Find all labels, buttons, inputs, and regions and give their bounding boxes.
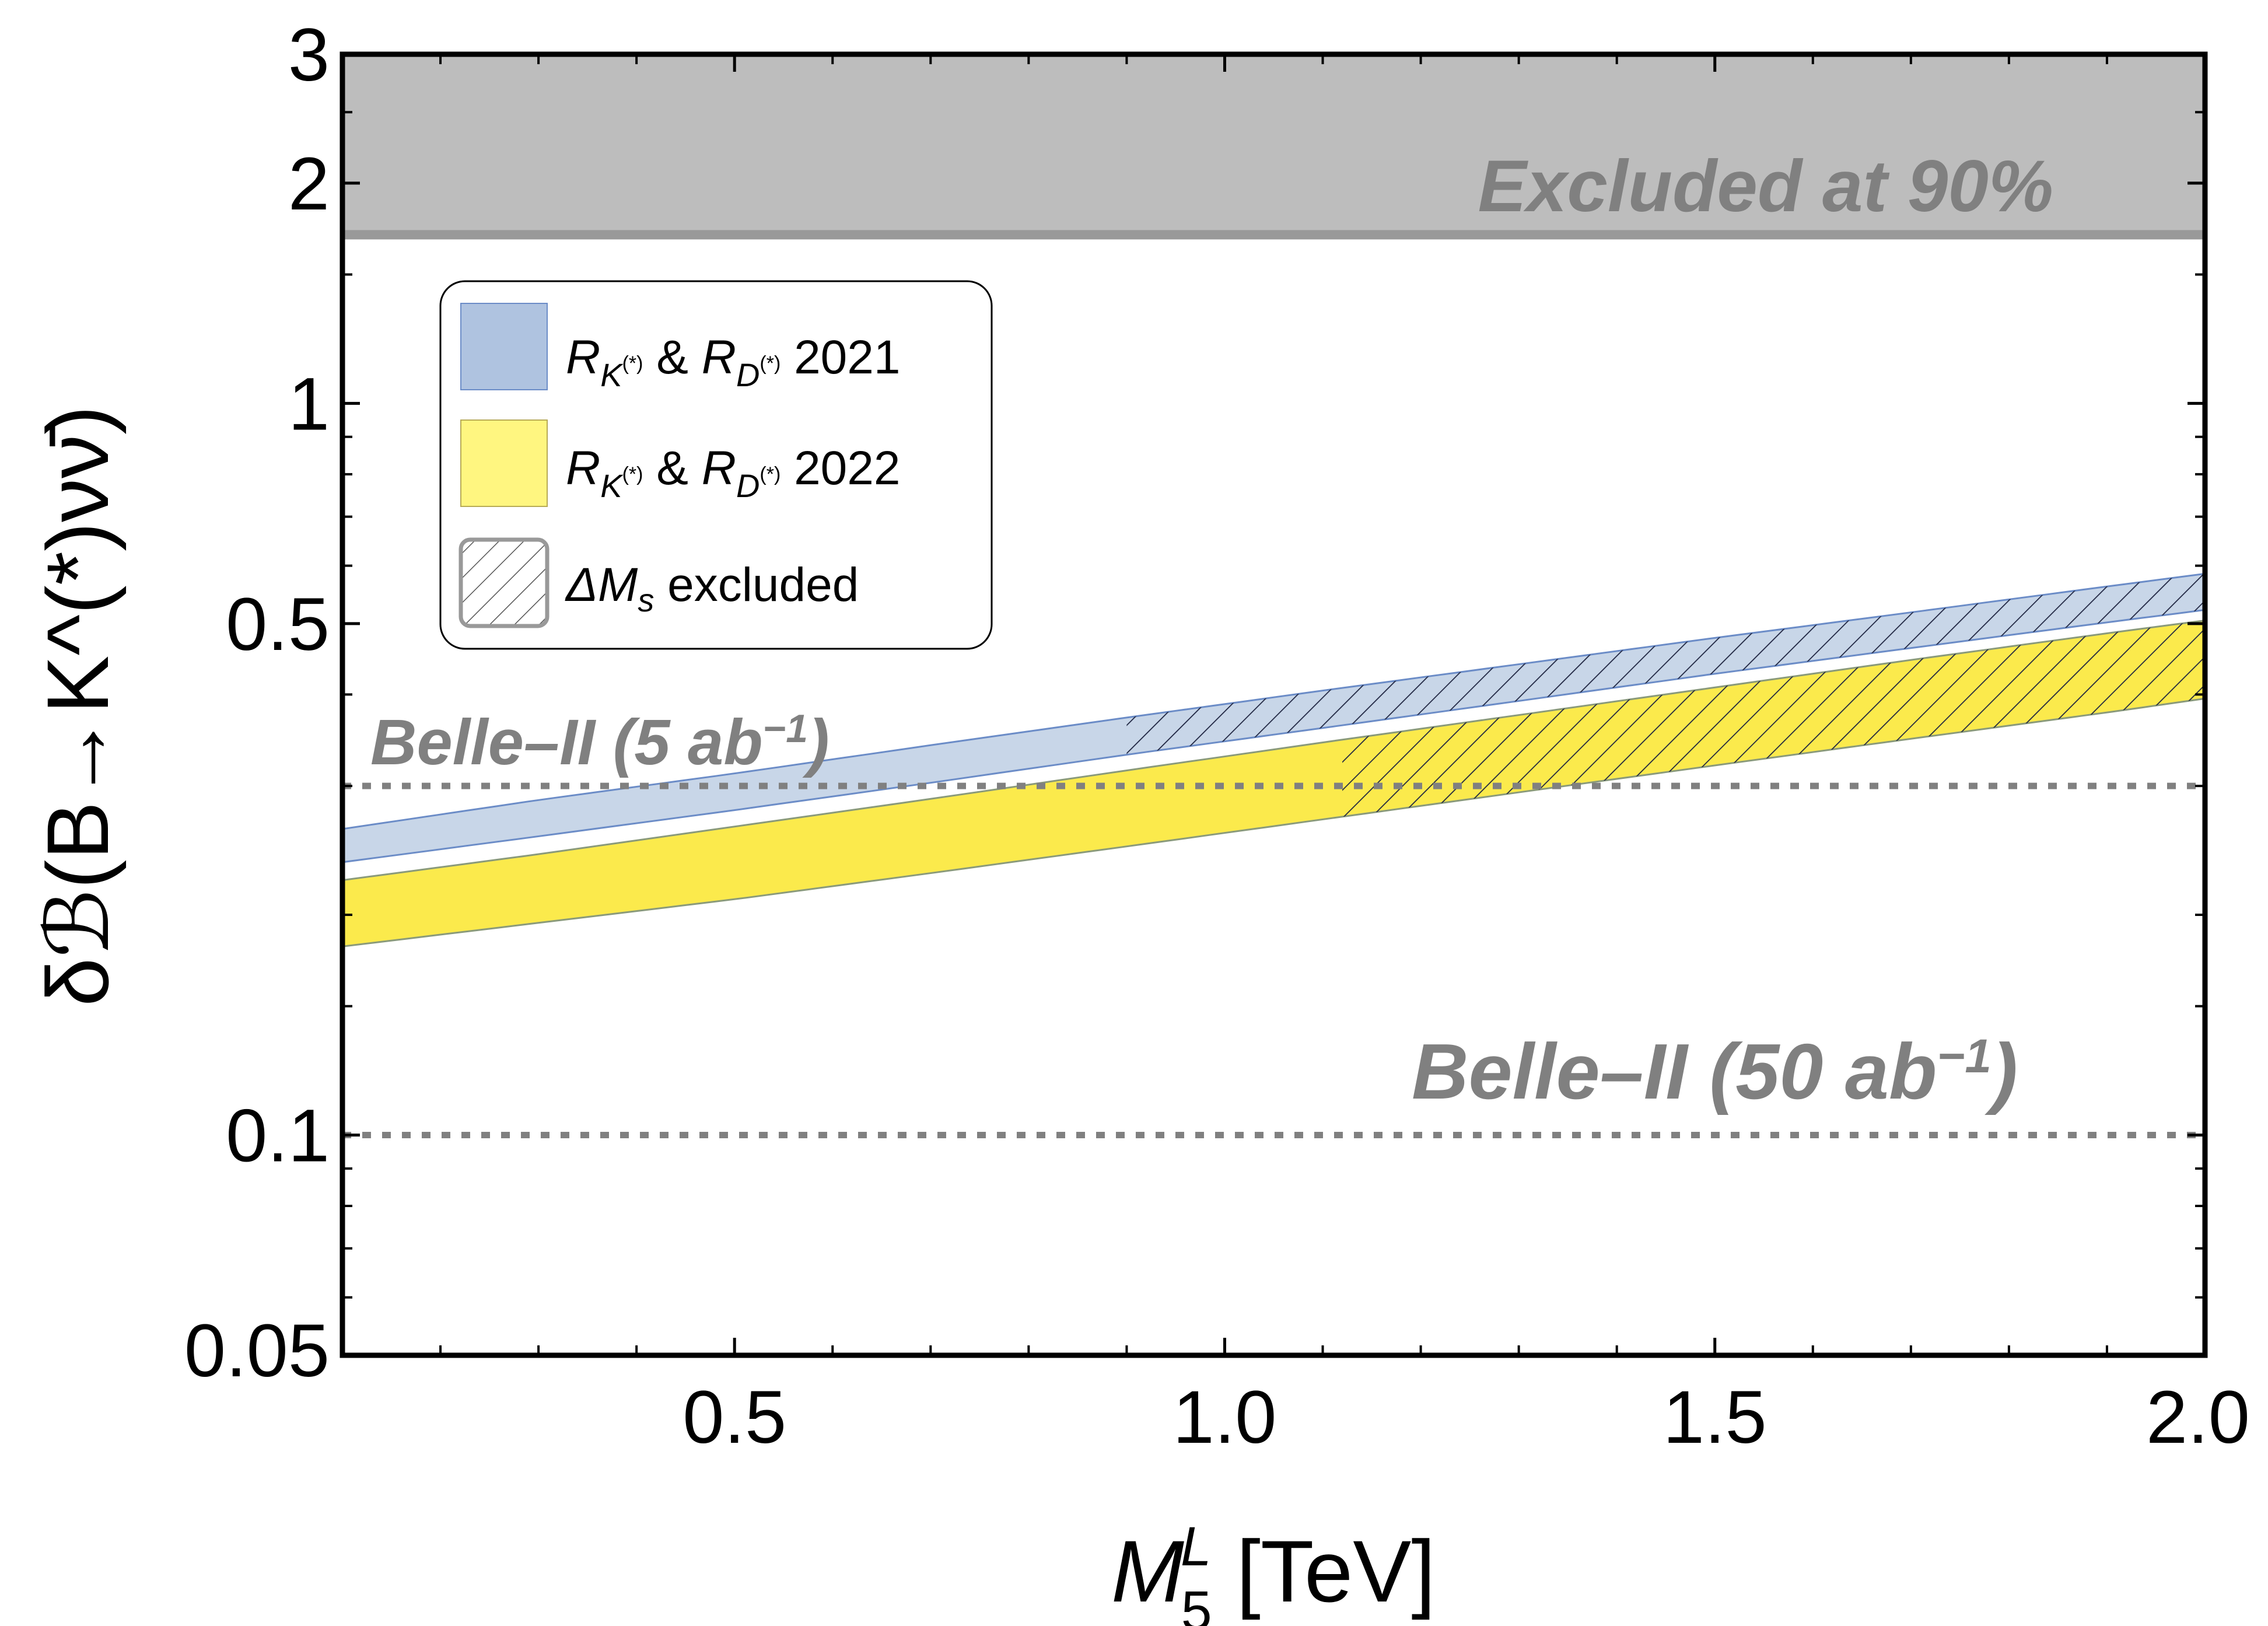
x-tick-label: 1.5 <box>1663 1376 1767 1459</box>
y-tick-label: 3 <box>288 13 330 97</box>
belle-ii-50-label: Belle–II (50 ab−1) <box>1412 1027 2018 1116</box>
y-tick-label: 0.1 <box>226 1094 330 1177</box>
y-tick-label: 0.5 <box>226 583 330 666</box>
x-axis-title: ML 5 [TeV] <box>1111 1516 1436 1626</box>
legend-label-hatch: ΔMs excluded <box>565 558 859 618</box>
legend-label-2022: RK(*) & RD(*) 2022 <box>566 442 901 504</box>
excluded-region-label: Excluded at 90% <box>1478 146 2053 227</box>
y-tick-label: 1 <box>288 362 330 446</box>
legend-swatch-2022 <box>460 419 548 507</box>
x-tick-label: 0.5 <box>682 1376 786 1459</box>
y-axis-title: δℬ(B→K^(*)νν̄) <box>29 405 127 1006</box>
legend-label-2021: RK(*) & RD(*) 2021 <box>566 331 901 393</box>
legend: RK(*) & RD(*) 2021 RK(*) & RD(*) 2022 ΔM… <box>439 280 993 650</box>
y-tick-label: 0.05 <box>184 1309 330 1393</box>
legend-box <box>439 280 993 650</box>
band-hatch-series-1 <box>1126 574 2205 755</box>
y-tick-label: 2 <box>288 142 330 226</box>
excluded-region <box>342 54 2205 235</box>
x-tick-label: 1.0 <box>1173 1376 1277 1459</box>
x-tick-label: 2.0 <box>2146 1376 2250 1459</box>
band-hatch-series-2 <box>1342 620 2205 817</box>
plot-frame <box>340 51 2208 1358</box>
belle-ii-5-label: Belle–II (5 ab−1) <box>370 707 830 778</box>
legend-swatch-hatch <box>459 537 550 628</box>
legend-swatch-2021 <box>460 303 548 390</box>
